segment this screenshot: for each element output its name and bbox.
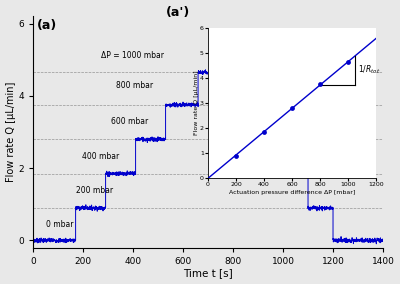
- X-axis label: Time t [s]: Time t [s]: [183, 268, 233, 278]
- Y-axis label: Flow rate Q [μL/min]: Flow rate Q [μL/min]: [6, 82, 16, 182]
- Text: 400 mbar: 400 mbar: [82, 152, 119, 161]
- Text: (a'): (a'): [166, 6, 190, 19]
- Text: (a): (a): [37, 19, 57, 32]
- Text: 600 mbar: 600 mbar: [110, 117, 148, 126]
- Text: 200 mbar: 200 mbar: [76, 185, 113, 195]
- Text: 800 mbar: 800 mbar: [116, 82, 153, 90]
- Text: ΔP = 1000 mbar: ΔP = 1000 mbar: [100, 51, 164, 60]
- Text: 0 mbar: 0 mbar: [46, 220, 73, 229]
